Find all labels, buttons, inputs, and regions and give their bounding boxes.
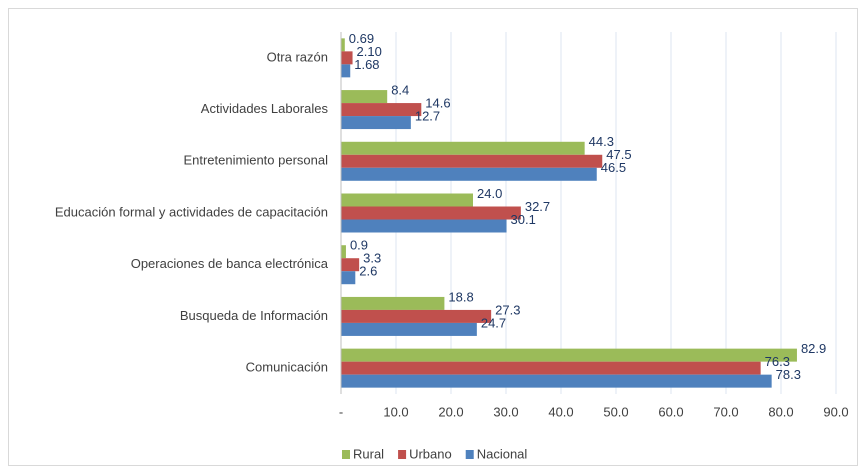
bar <box>341 51 353 65</box>
bar <box>341 193 473 207</box>
data-label: 2.6 <box>359 264 377 279</box>
data-label: 76.3 <box>765 354 790 369</box>
bar <box>341 219 507 233</box>
bar <box>341 374 772 388</box>
bar <box>341 167 597 181</box>
bar <box>341 348 797 362</box>
x-tick-label: 70.0 <box>713 404 738 419</box>
x-tick-label: 10.0 <box>383 404 408 419</box>
bar <box>341 141 585 155</box>
y-tick-label: Operaciones de banca electrónica <box>131 256 329 271</box>
y-tick-label: Comunicación <box>246 360 328 375</box>
bar <box>341 103 422 117</box>
bar <box>341 90 388 104</box>
y-tick-label: Otra razón <box>267 49 328 64</box>
data-label: 8.4 <box>391 83 409 98</box>
y-tick-label: Actividades Laborales <box>201 101 329 116</box>
legend-label: Rural <box>353 446 384 461</box>
legend-label: Urbano <box>409 446 452 461</box>
y-tick-label: Entretenimiento personal <box>183 153 328 168</box>
x-tick-label: 80.0 <box>768 404 793 419</box>
bar <box>341 271 356 285</box>
legend-label: Nacional <box>477 446 528 461</box>
x-tick-label: 20.0 <box>438 404 463 419</box>
bar <box>341 38 345 52</box>
bar <box>341 309 492 323</box>
data-label: 0.9 <box>350 238 368 253</box>
data-label: 44.3 <box>589 134 614 149</box>
bar <box>341 116 411 130</box>
data-label: 30.1 <box>511 212 536 227</box>
data-label: 14.6 <box>425 96 450 111</box>
bar <box>341 245 346 259</box>
legend-swatch <box>398 450 407 459</box>
data-label: 47.5 <box>606 147 631 162</box>
data-label: 24.7 <box>481 315 506 330</box>
data-label: 18.8 <box>448 289 473 304</box>
x-tick-label: 60.0 <box>658 404 683 419</box>
bar <box>341 322 477 336</box>
x-tick-label: 50.0 <box>603 404 628 419</box>
x-tick-label: 30.0 <box>493 404 518 419</box>
data-label: 82.9 <box>801 341 826 356</box>
data-label: 12.7 <box>415 109 440 124</box>
bar <box>341 361 761 375</box>
x-tick-label: 40.0 <box>548 404 573 419</box>
legend-swatch <box>465 450 474 459</box>
data-label: 0.69 <box>349 31 374 46</box>
data-label: 24.0 <box>477 186 502 201</box>
bar <box>341 296 445 310</box>
y-tick-label: Busqueda de Información <box>180 308 328 323</box>
x-tick-label: - <box>339 404 343 419</box>
data-label: 78.3 <box>776 367 801 382</box>
data-label: 1.68 <box>354 57 379 72</box>
bar <box>341 206 521 220</box>
data-label: 2.10 <box>357 44 382 59</box>
x-tick-label: 90.0 <box>823 404 848 419</box>
bar <box>341 154 603 168</box>
data-label: 32.7 <box>525 199 550 214</box>
y-tick-label: Educación formal y actividades de capaci… <box>55 204 328 219</box>
data-label: 46.5 <box>601 160 626 175</box>
data-label: 3.3 <box>363 251 381 266</box>
bar <box>341 258 360 272</box>
bar <box>341 64 351 78</box>
legend-swatch <box>342 450 350 459</box>
data-label: 27.3 <box>495 302 520 317</box>
chart-frame <box>8 8 858 466</box>
